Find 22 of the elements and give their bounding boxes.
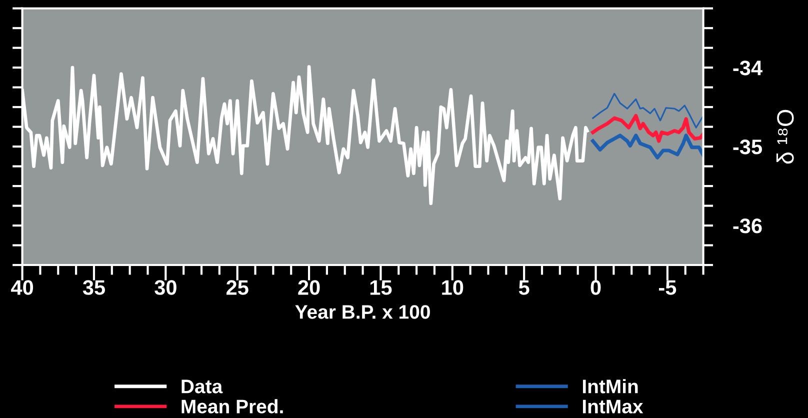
line-series [592, 92, 704, 128]
x-tick-label: 25 [226, 280, 248, 295]
x-tick-label: 0 [590, 280, 601, 295]
x-tick-label: 15 [370, 280, 392, 295]
y-tick-label: -36 [733, 218, 762, 234]
legend-label: Mean Pred. [182, 399, 283, 414]
y-tick-label: -35 [733, 140, 762, 154]
x-tick-label: 5 [518, 280, 530, 295]
x-tick-label: 35 [82, 280, 105, 295]
legend-label: IntMin [582, 379, 638, 394]
legend-label: Data [182, 380, 223, 394]
x-tick-label: 30 [154, 280, 176, 295]
x-tick-label: 20 [298, 280, 320, 295]
x-axis-title: Year B.P. x 100 [295, 305, 430, 319]
line-series [591, 114, 704, 143]
y-axis-title: δ ¹⁸O [776, 110, 794, 164]
x-tick-label: -5 [658, 280, 676, 295]
line-series [591, 134, 704, 160]
legend-label: IntMax [582, 400, 644, 414]
x-tick-label: 10 [442, 280, 464, 295]
x-tick-label: 40 [11, 280, 34, 295]
y-tick-label: -34 [733, 60, 762, 76]
